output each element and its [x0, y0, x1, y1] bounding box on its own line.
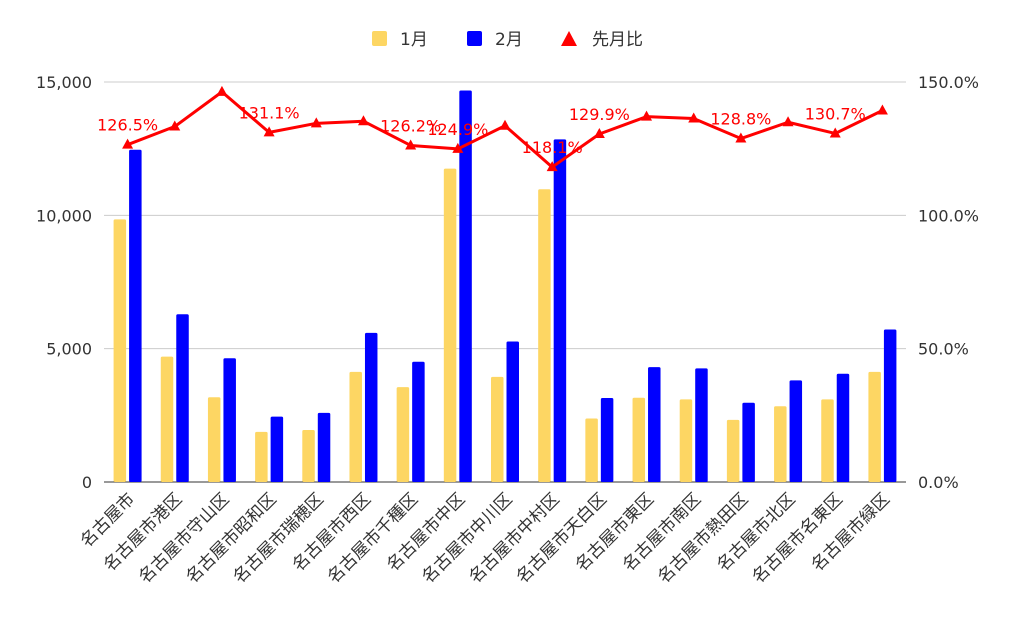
bar-1-10 [538, 189, 551, 482]
bar-1-15 [774, 406, 787, 482]
bar-1-7 [396, 387, 410, 482]
bar-2-8 [459, 90, 472, 483]
left-tick-label-3: 15,000 [36, 73, 92, 92]
bar-2-16 [836, 373, 850, 482]
legend-item-1[interactable]: 1月 [372, 30, 428, 50]
ratio-label-14: 128.8% [710, 110, 771, 129]
ratio-label-7: 126.2% [380, 116, 441, 135]
bar-1-3 [207, 397, 221, 482]
left-tick-label-2: 10,000 [36, 206, 92, 225]
bar-1-17 [868, 371, 881, 482]
bar-2-7 [412, 361, 425, 482]
ratio-point-10 [546, 161, 558, 172]
bar-2-4 [270, 416, 284, 482]
bar-2-13 [695, 368, 708, 482]
ratio-point-3 [216, 85, 228, 96]
right-tick-label-0: 0.0% [918, 473, 959, 492]
legend-triangle-icon [561, 31, 577, 46]
bars [113, 90, 897, 483]
ratio-label-16: 130.7% [805, 104, 866, 123]
right-axis: 0.0% 50.0% 100.0% 150.0% [918, 73, 979, 492]
left-axis: 0 5,000 10,000 15,000 [36, 73, 92, 492]
ratio-label-4: 131.1% [239, 103, 300, 122]
ratio-label-8: 124.9% [427, 120, 488, 139]
bar-1-8 [443, 168, 457, 482]
bar-2-2 [176, 314, 189, 482]
legend-item-2[interactable]: 2月 [467, 30, 523, 50]
ratio-point-8 [452, 142, 464, 153]
category-labels: 名古屋市名古屋市港区名古屋市守山区名古屋市昭和区名古屋市瑞穂区名古屋市西区名古屋… [77, 489, 894, 587]
ratio-point-12 [641, 110, 653, 121]
legend-swatch-2 [467, 31, 482, 46]
bar-1-6 [349, 371, 362, 482]
left-tick-label-0: 0 [82, 473, 92, 492]
bar-2-17 [883, 329, 897, 482]
bar-2-3 [223, 358, 236, 482]
gridlines [104, 81, 906, 483]
legend-label-3: 先月比 [592, 30, 643, 50]
legend-swatch-1 [372, 31, 387, 46]
ratio-label-10: 118.1% [522, 138, 583, 157]
bar-2-5 [317, 412, 331, 482]
legend-item-3[interactable]: 先月比 [561, 30, 643, 50]
ratio-point-7 [405, 139, 417, 150]
bar-1-9 [491, 376, 504, 482]
bar-2-12 [648, 367, 661, 482]
bar-1-12 [632, 397, 646, 482]
bar-1-13 [679, 399, 693, 482]
bar-1-16 [821, 399, 834, 482]
bar-2-6 [364, 332, 378, 482]
ratio-point-15 [782, 116, 794, 127]
legend-label-2: 2月 [495, 30, 523, 50]
bar-1-11 [585, 418, 598, 482]
ratio-point-11 [593, 128, 605, 138]
ratio-point-6 [357, 115, 369, 126]
bar-2-9 [506, 341, 519, 482]
ratio-point-2 [169, 120, 181, 131]
ratio-label-11: 129.9% [569, 105, 630, 124]
ratio-line [122, 85, 888, 172]
ratio-label-1: 126.5% [97, 116, 158, 135]
bar-2-15 [789, 380, 803, 482]
bar-2-14 [742, 402, 755, 482]
bar-2-10 [553, 139, 567, 483]
ratio-point-1 [122, 138, 134, 149]
bar-1-4 [255, 431, 268, 482]
ratio-point-17 [876, 104, 888, 115]
legend-label-1: 1月 [400, 30, 428, 50]
right-tick-label-1: 50.0% [918, 340, 969, 359]
bar-1-14 [726, 419, 740, 482]
bar-2-1 [129, 149, 142, 482]
ratio-point-16 [829, 127, 841, 138]
right-tick-label-2: 100.0% [918, 206, 979, 225]
ratio-point-13 [688, 112, 700, 123]
data-labels: 126.5% 131.1% 126.2%124.9% 118.1% 129.9% 128.… [97, 103, 866, 157]
right-tick-label-3: 150.0% [918, 73, 979, 92]
bar-1-1 [113, 219, 127, 483]
bar-2-11 [600, 398, 614, 482]
bar-1-5 [302, 430, 315, 482]
left-tick-label-1: 5,000 [46, 340, 92, 359]
bar-1-2 [160, 356, 174, 482]
ratio-point-9 [499, 119, 511, 130]
ratio-point-4 [263, 126, 275, 137]
ratio-point-14 [735, 132, 747, 143]
ratio-point-5 [310, 117, 322, 128]
legend: 1月 2月 先月比 [372, 30, 643, 50]
